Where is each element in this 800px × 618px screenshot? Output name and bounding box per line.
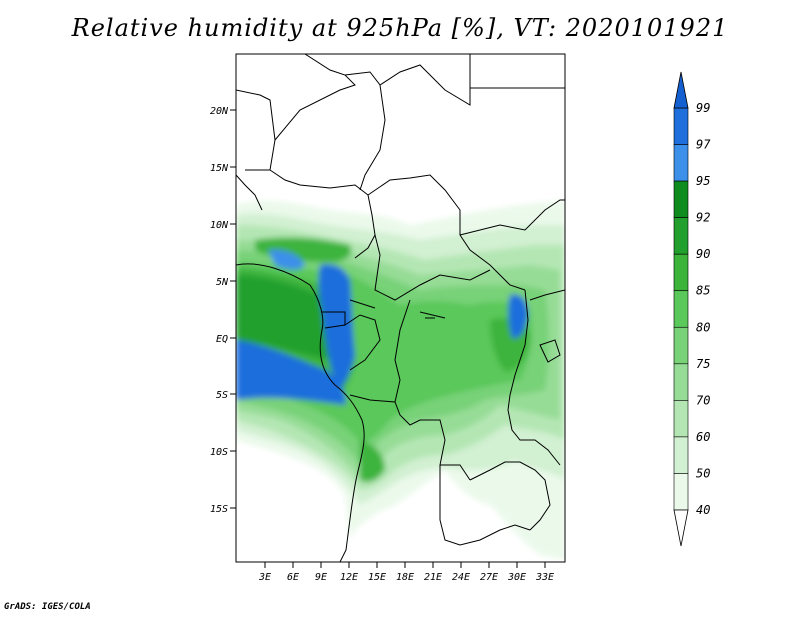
colorbar-label: 40 — [696, 503, 710, 517]
lon-label-15e: 15E — [368, 572, 386, 583]
map-frame — [235, 53, 566, 563]
colorbar-segment — [673, 473, 689, 511]
colorbar-segment — [673, 144, 689, 182]
lon-label-24e: 24E — [452, 572, 470, 583]
colorbar-label: 85 — [696, 284, 710, 298]
colorbar-top-arrow — [673, 71, 689, 109]
lat-label-15s: 15S — [210, 504, 228, 515]
colorbar-label: 97 — [696, 138, 711, 152]
colorbar-label: 50 — [696, 466, 710, 480]
colorbar-label: 92 — [696, 211, 710, 225]
lat-label-20n: 20N — [210, 106, 229, 117]
lon-label-18e: 18E — [396, 572, 414, 583]
colorbar-label: 90 — [696, 247, 710, 261]
colorbar-segment — [673, 326, 689, 365]
lon-label-27e: 27E — [480, 572, 498, 583]
colorbar-segment — [673, 217, 689, 255]
colorbar-label: 80 — [696, 320, 710, 334]
colorbar-label: 99 — [696, 101, 710, 115]
colorbar-segment — [673, 107, 689, 145]
lon-label-3e: 3E — [258, 572, 271, 583]
colorbar-segment — [673, 253, 689, 292]
lon-label-21e: 21E — [424, 572, 442, 583]
lon-label-33e: 33E — [535, 572, 554, 583]
lat-label-5n: 5N — [216, 277, 229, 288]
map-title: Relative humidity at 925hPa [%], VT: 202… — [71, 14, 729, 42]
colorbar-segment — [673, 436, 689, 474]
humidity-field — [236, 54, 565, 562]
lon-label-6e: 6E — [287, 572, 299, 583]
colorbar-label: 75 — [696, 357, 710, 371]
longitude-axis — [264, 562, 546, 568]
colorbar-segment — [673, 363, 689, 401]
colorbar-bottom-arrow — [673, 509, 689, 547]
colorbar-segment — [673, 290, 689, 328]
grads-credit: GrADS: IGES/COLA — [4, 602, 91, 612]
lon-label-30e: 30E — [507, 572, 526, 583]
lat-label-5s: 5S — [216, 390, 228, 401]
colorbar-segment — [673, 180, 689, 218]
lat-label-eq: EQ — [216, 334, 228, 345]
colorbar: 99 97 95 92 90 85 80 75 70 60 50 40 — [673, 71, 711, 547]
lon-label-12e: 12E — [340, 572, 358, 583]
colorbar-label: 70 — [696, 393, 710, 407]
latitude-axis — [230, 109, 236, 509]
lat-label-15n: 15N — [210, 163, 229, 174]
colorbar-label: 60 — [696, 430, 710, 444]
colorbar-segment — [673, 400, 689, 438]
lat-label-10s: 10S — [210, 447, 228, 458]
lon-label-9e: 9E — [315, 572, 327, 583]
colorbar-label: 95 — [696, 174, 710, 188]
country-boundaries — [236, 54, 565, 562]
lat-label-10n: 10N — [210, 220, 229, 231]
